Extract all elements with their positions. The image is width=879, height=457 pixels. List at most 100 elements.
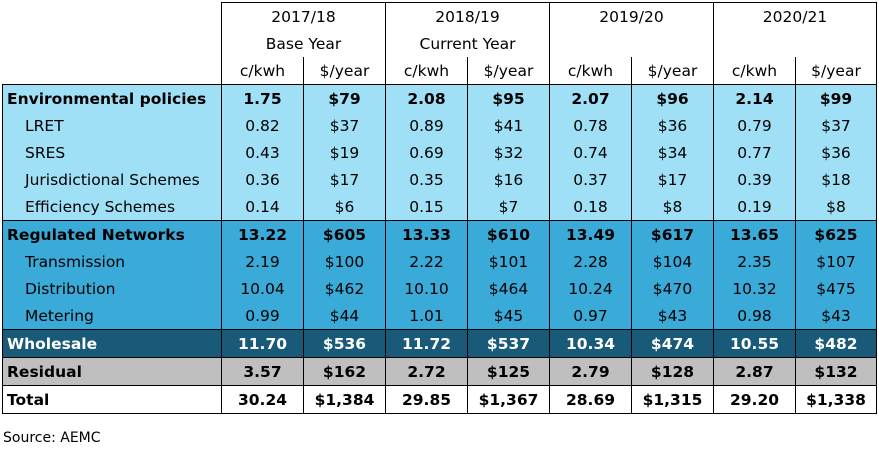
cell-value: $8: [795, 193, 877, 221]
cell-value: $79: [303, 84, 386, 112]
unit-c-kwh: c/kwh: [221, 57, 304, 85]
cell-value: $132: [795, 357, 877, 386]
cell-value: $34: [631, 139, 714, 166]
header-year-row: 2017/18 2018/19 2019/20 2020/21: [2, 2, 877, 30]
unit-c-kwh: c/kwh: [549, 57, 632, 85]
table-row-wholesale: Wholesale 11.70 $536 11.72 $537 10.34 $4…: [2, 329, 877, 358]
unit-c-kwh: c/kwh: [713, 57, 796, 85]
row-label: Total: [2, 385, 222, 414]
year-heading: 2017/18: [221, 2, 386, 30]
cell-value: 10.32: [713, 275, 796, 302]
header-blank: [2, 30, 222, 57]
header-blank: [2, 2, 222, 30]
unit-dollar-year: $/year: [795, 57, 877, 85]
cell-value: $17: [303, 166, 386, 193]
cell-value: $462: [303, 275, 386, 302]
unit-dollar-year: $/year: [631, 57, 714, 85]
cell-value: 2.19: [221, 248, 304, 275]
year-heading: 2020/21: [713, 2, 877, 30]
table-row-metering: Metering 0.99 $44 1.01 $45 0.97 $43 0.98…: [2, 302, 877, 330]
cell-value: 10.34: [549, 329, 632, 358]
cell-value: $1,338: [795, 385, 877, 414]
cell-value: 11.72: [385, 329, 468, 358]
table-row-environmental-policies: Environmental policies 1.75 $79 2.08 $95…: [2, 84, 877, 112]
cell-value: $125: [467, 357, 550, 386]
row-label: Regulated Networks: [2, 220, 222, 248]
cell-value: $107: [795, 248, 877, 275]
cell-value: 0.77: [713, 139, 796, 166]
row-label: Wholesale: [2, 329, 222, 358]
electricity-cost-table: 2017/18 2018/19 2019/20 2020/21 Base Yea…: [2, 2, 877, 414]
year-subtitle: [713, 30, 877, 57]
cell-value: 13.49: [549, 220, 632, 248]
cell-value: 2.22: [385, 248, 468, 275]
cell-value: 13.22: [221, 220, 304, 248]
table-row-efficiency-schemes: Efficiency Schemes 0.14 $6 0.15 $7 0.18 …: [2, 193, 877, 221]
cell-value: $19: [303, 139, 386, 166]
cell-value: 2.87: [713, 357, 796, 386]
cell-value: 1.01: [385, 302, 468, 330]
cell-value: $41: [467, 112, 550, 139]
cell-value: $100: [303, 248, 386, 275]
cell-value: $1,367: [467, 385, 550, 414]
cell-value: 0.97: [549, 302, 632, 330]
table-row-sres: SRES 0.43 $19 0.69 $32 0.74 $34 0.77 $36: [2, 139, 877, 166]
cell-value: 13.65: [713, 220, 796, 248]
cell-value: 0.36: [221, 166, 304, 193]
cell-value: 0.78: [549, 112, 632, 139]
cell-value: 0.98: [713, 302, 796, 330]
cell-value: $128: [631, 357, 714, 386]
table-row-residual: Residual 3.57 $162 2.72 $125 2.79 $128 2…: [2, 357, 877, 386]
source-note: Source: AEMC: [3, 430, 101, 446]
header-blank: [2, 57, 222, 85]
cell-value: 0.82: [221, 112, 304, 139]
table-row-distribution: Distribution 10.04 $462 10.10 $464 10.24…: [2, 275, 877, 302]
cell-value: 2.28: [549, 248, 632, 275]
cell-value: $605: [303, 220, 386, 248]
cell-value: $44: [303, 302, 386, 330]
cell-value: 0.18: [549, 193, 632, 221]
cell-value: $7: [467, 193, 550, 221]
cell-value: 30.24: [221, 385, 304, 414]
cell-value: $1,384: [303, 385, 386, 414]
cell-value: 0.74: [549, 139, 632, 166]
cell-value: 0.99: [221, 302, 304, 330]
table-row-jurisdictional-schemes: Jurisdictional Schemes 0.36 $17 0.35 $16…: [2, 166, 877, 193]
unit-c-kwh: c/kwh: [385, 57, 468, 85]
cell-value: $1,315: [631, 385, 714, 414]
cell-value: 0.79: [713, 112, 796, 139]
unit-dollar-year: $/year: [303, 57, 386, 85]
cell-value: 0.14: [221, 193, 304, 221]
row-label: LRET: [2, 112, 222, 139]
cell-value: 10.10: [385, 275, 468, 302]
cell-value: $43: [631, 302, 714, 330]
cell-value: 29.20: [713, 385, 796, 414]
cell-value: $470: [631, 275, 714, 302]
cell-value: 0.37: [549, 166, 632, 193]
cell-value: $101: [467, 248, 550, 275]
cell-value: $104: [631, 248, 714, 275]
cell-value: $37: [795, 112, 877, 139]
row-label: Metering: [2, 302, 222, 330]
cell-value: 0.43: [221, 139, 304, 166]
cell-value: $18: [795, 166, 877, 193]
cell-value: 2.07: [549, 84, 632, 112]
cell-value: 11.70: [221, 329, 304, 358]
cell-value: 0.89: [385, 112, 468, 139]
cell-value: 0.69: [385, 139, 468, 166]
cell-value: $37: [303, 112, 386, 139]
cell-value: 0.35: [385, 166, 468, 193]
cell-value: $6: [303, 193, 386, 221]
cell-value: $99: [795, 84, 877, 112]
row-label: Residual: [2, 357, 222, 386]
cell-value: $537: [467, 329, 550, 358]
cell-value: 13.33: [385, 220, 468, 248]
row-label: Environmental policies: [2, 84, 222, 112]
header-unit-row: c/kwh $/year c/kwh $/year c/kwh $/year c…: [2, 57, 877, 85]
table-row-transmission: Transmission 2.19 $100 2.22 $101 2.28 $1…: [2, 248, 877, 275]
cell-value: 0.39: [713, 166, 796, 193]
cell-value: 3.57: [221, 357, 304, 386]
row-label: Efficiency Schemes: [2, 193, 222, 221]
cell-value: $36: [631, 112, 714, 139]
cell-value: 28.69: [549, 385, 632, 414]
